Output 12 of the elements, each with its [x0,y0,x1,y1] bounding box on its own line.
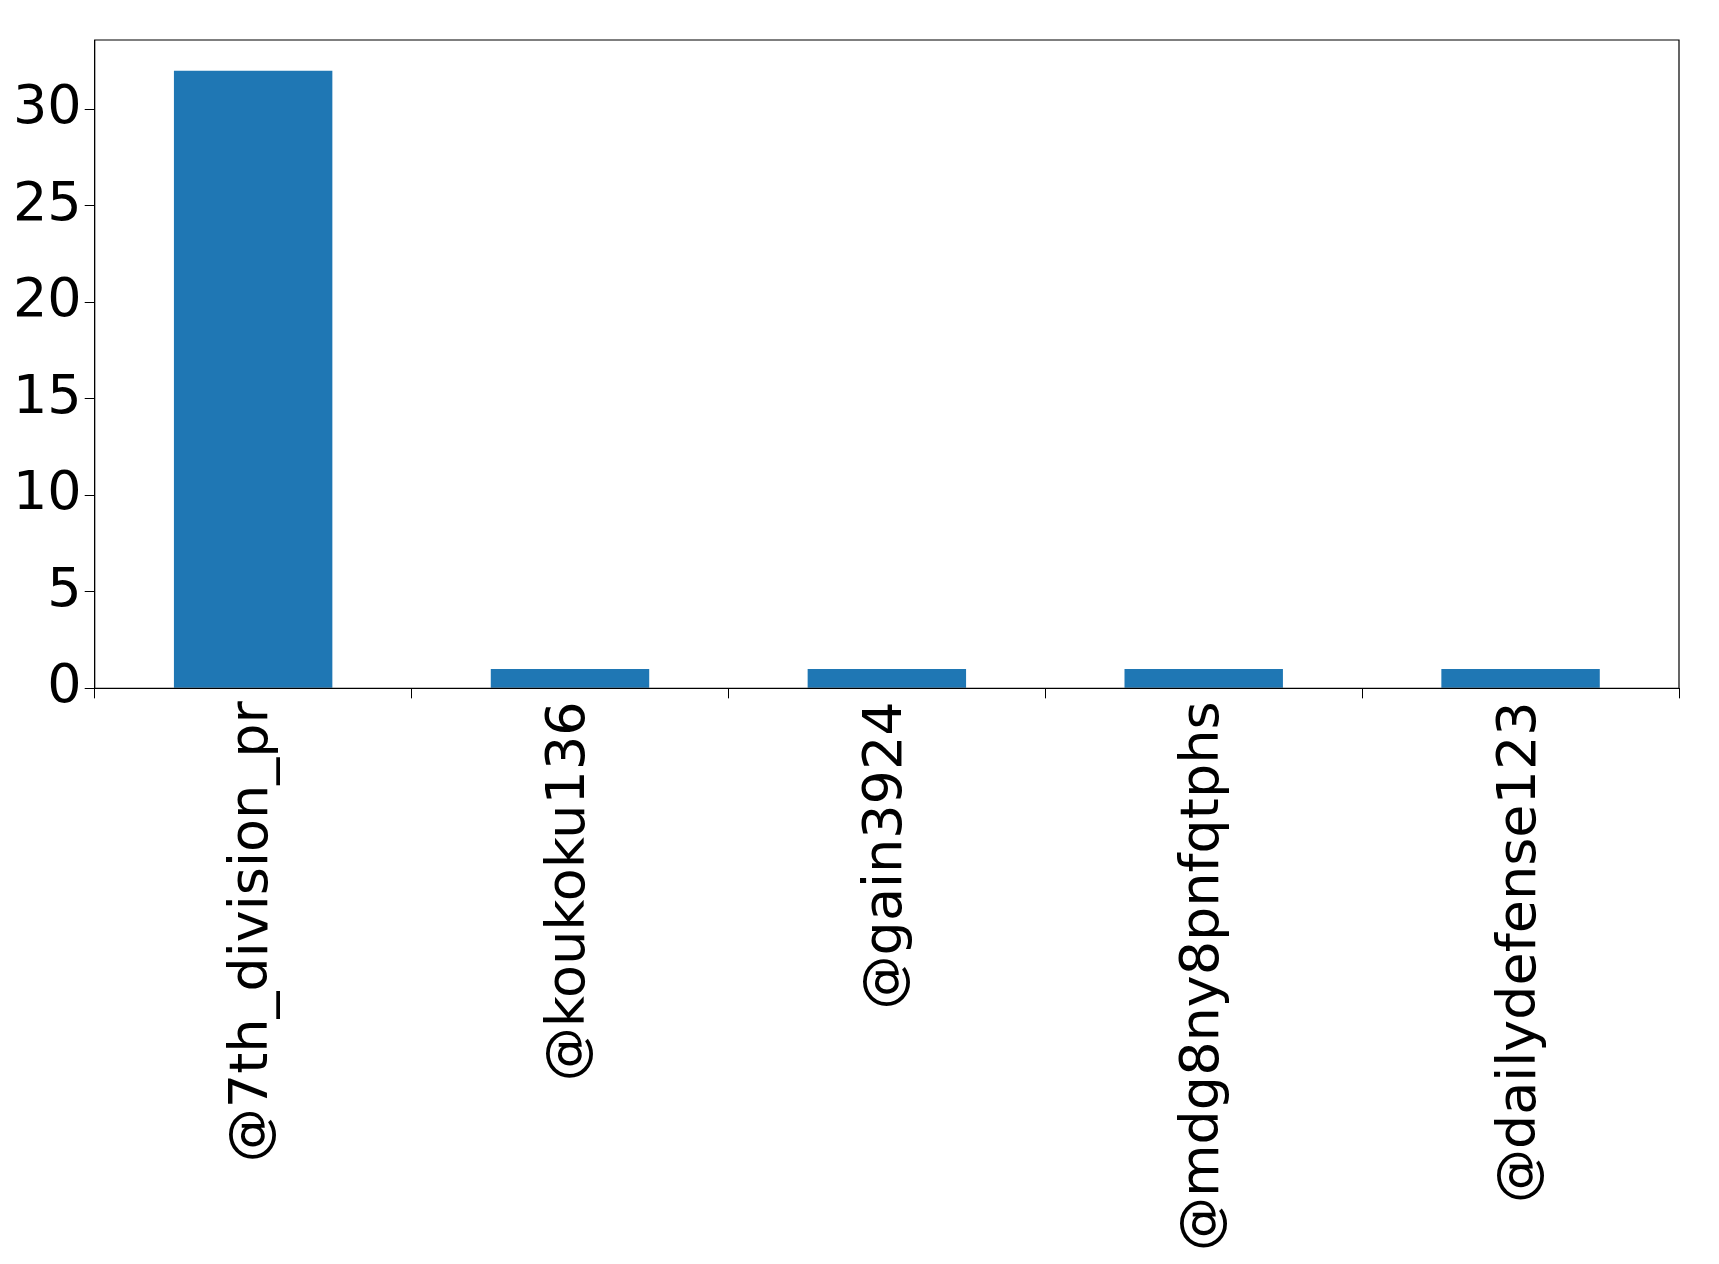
y-tick-label: 25 [12,169,82,233]
y-tick-label: 30 [12,73,82,137]
y-tick-label: 10 [12,459,82,523]
x-tick-label: @mdg8ny8pnfqtphs [1167,701,1231,1252]
y-tick-label: 5 [47,555,82,619]
y-tick-label: 0 [47,652,82,716]
x-tick-label: @7th_division_pr [217,700,281,1163]
y-tick-label: 20 [12,266,82,330]
x-tick-label: @gain3924 [850,701,914,1010]
y-tick-label: 15 [12,362,82,426]
x-tick-label: @koukoku136 [534,701,598,1082]
x-tick-label: @dailydefense123 [1484,701,1548,1204]
